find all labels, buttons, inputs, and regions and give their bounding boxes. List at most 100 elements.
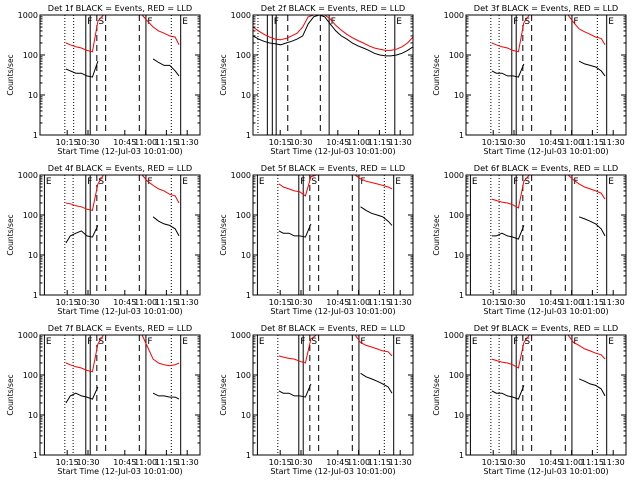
panel-title: Det 6f BLACK = Events, RED = LLD [474, 163, 618, 173]
panel-title: Det 2f BLACK = Events, RED = LLD [261, 3, 405, 13]
y-axis-label: Counts/sec [432, 214, 441, 255]
marker-label: S [524, 17, 530, 27]
panel-det-5: Det 5f BLACK = Events, RED = LLDEFSFE110… [219, 163, 414, 316]
x-tick-label: 11:00 [347, 138, 370, 147]
x-tick-label: 10:30 [76, 298, 99, 307]
y-axis-label: Counts/sec [432, 54, 441, 95]
y-tick-label: 100 [236, 51, 251, 60]
y-tick-label: 1 [246, 451, 251, 460]
x-tick-label: 11:15 [368, 138, 391, 147]
y-tick-label: 1000 [444, 331, 464, 340]
x-axis-label: Start Time (12-Jul-03 10:01:00) [270, 467, 395, 476]
y-tick-label: 100 [449, 211, 464, 220]
y-tick-label: 1 [33, 131, 38, 140]
x-tick-label: 11:30 [602, 458, 625, 467]
x-tick-label: 10:30 [289, 458, 312, 467]
marker-label: E [395, 177, 401, 187]
x-tick-label: 11:30 [389, 298, 412, 307]
panel-title: Det 4f BLACK = Events, RED = LLD [48, 163, 192, 173]
marker-label: F [573, 17, 578, 27]
x-tick-label: 10:45 [113, 458, 136, 467]
marker-label: E [472, 337, 478, 347]
x-tick-label: 11:15 [155, 298, 178, 307]
y-axis-label: Counts/sec [6, 54, 15, 95]
x-tick-label: 11:00 [347, 458, 370, 467]
x-tick-label: 10:15 [269, 138, 292, 147]
marker-label: E [608, 337, 614, 347]
x-tick-label: 11:15 [368, 298, 391, 307]
x-tick-label: 10:30 [502, 138, 525, 147]
x-tick-label: 11:00 [134, 298, 157, 307]
x-tick-label: 10:15 [482, 298, 505, 307]
y-tick-label: 10 [28, 91, 38, 100]
series-lld [491, 174, 606, 209]
y-tick-label: 1000 [444, 11, 464, 20]
marker-label: E [182, 337, 188, 347]
marker-label: F [147, 337, 152, 347]
series-lld [65, 334, 180, 373]
series-events [65, 216, 180, 244]
marker-label: S [98, 177, 104, 187]
x-tick-label: 10:15 [269, 298, 292, 307]
x-tick-label: 11:00 [347, 298, 370, 307]
y-axis-label: Counts/sec [219, 214, 228, 255]
x-tick-label: 10:15 [56, 138, 79, 147]
series-lld [65, 174, 180, 211]
panel-title: Det 7f BLACK = Events, RED = LLD [48, 323, 192, 333]
panel-det-4: Det 4f BLACK = Events, RED = LLDEFSFE110… [6, 163, 201, 316]
series-lld [278, 334, 393, 364]
y-tick-label: 10 [28, 411, 38, 420]
x-tick-label: 11:15 [581, 138, 604, 147]
x-axis-label: Start Time (12-Jul-03 10:01:00) [483, 307, 608, 316]
y-tick-label: 10 [241, 411, 251, 420]
y-tick-label: 100 [449, 371, 464, 380]
y-tick-label: 1000 [231, 331, 251, 340]
x-axis-label: Start Time (12-Jul-03 10:01:00) [57, 147, 182, 156]
y-tick-label: 100 [23, 211, 38, 220]
panel-det-6: Det 6f BLACK = Events, RED = LLDEFSFE110… [432, 163, 627, 316]
y-tick-label: 1000 [444, 171, 464, 180]
y-axis-label: Counts/sec [219, 54, 228, 95]
series-events [278, 206, 393, 238]
y-tick-label: 1000 [231, 11, 251, 20]
x-axis-label: Start Time (12-Jul-03 10:01:00) [483, 147, 608, 156]
marker-label: S [311, 337, 317, 347]
panel-title: Det 1f BLACK = Events, RED = LLD [48, 3, 192, 13]
marker-label: E [396, 17, 402, 27]
y-tick-label: 100 [449, 51, 464, 60]
panel-det-3: Det 3f BLACK = Events, RED = LLDFSFE1101… [432, 3, 627, 156]
plot-frame [39, 174, 201, 296]
y-tick-label: 10 [454, 411, 464, 420]
panel-title: Det 9f BLACK = Events, RED = LLD [474, 323, 618, 333]
y-tick-label: 1 [459, 291, 464, 300]
x-tick-label: 10:45 [539, 298, 562, 307]
series-lld [491, 14, 606, 53]
y-axis-label: Counts/sec [6, 214, 15, 255]
plot-frame [252, 14, 414, 136]
y-tick-label: 100 [23, 51, 38, 60]
y-tick-label: 1 [459, 451, 464, 460]
y-tick-label: 10 [454, 91, 464, 100]
plot-frame [39, 334, 201, 456]
x-tick-label: 10:30 [76, 138, 99, 147]
x-tick-label: 11:30 [176, 138, 199, 147]
y-tick-label: 1 [33, 451, 38, 460]
x-tick-label: 11:30 [602, 298, 625, 307]
x-tick-label: 10:15 [56, 458, 79, 467]
series-events [491, 378, 606, 400]
y-axis-label: Counts/sec [6, 374, 15, 415]
x-tick-label: 10:45 [326, 138, 349, 147]
x-tick-label: 11:00 [560, 298, 583, 307]
x-tick-label: 10:45 [539, 458, 562, 467]
x-axis-label: Start Time (12-Jul-03 10:01:00) [57, 307, 182, 316]
x-tick-label: 11:00 [134, 138, 157, 147]
y-tick-label: 10 [241, 251, 251, 260]
marker-label: E [259, 177, 265, 187]
x-tick-label: 10:45 [113, 138, 136, 147]
x-tick-label: 11:00 [560, 138, 583, 147]
x-tick-label: 10:15 [269, 458, 292, 467]
y-tick-label: 10 [241, 91, 251, 100]
y-tick-label: 1 [246, 131, 251, 140]
y-tick-label: 1 [246, 291, 251, 300]
series-events [491, 216, 606, 240]
